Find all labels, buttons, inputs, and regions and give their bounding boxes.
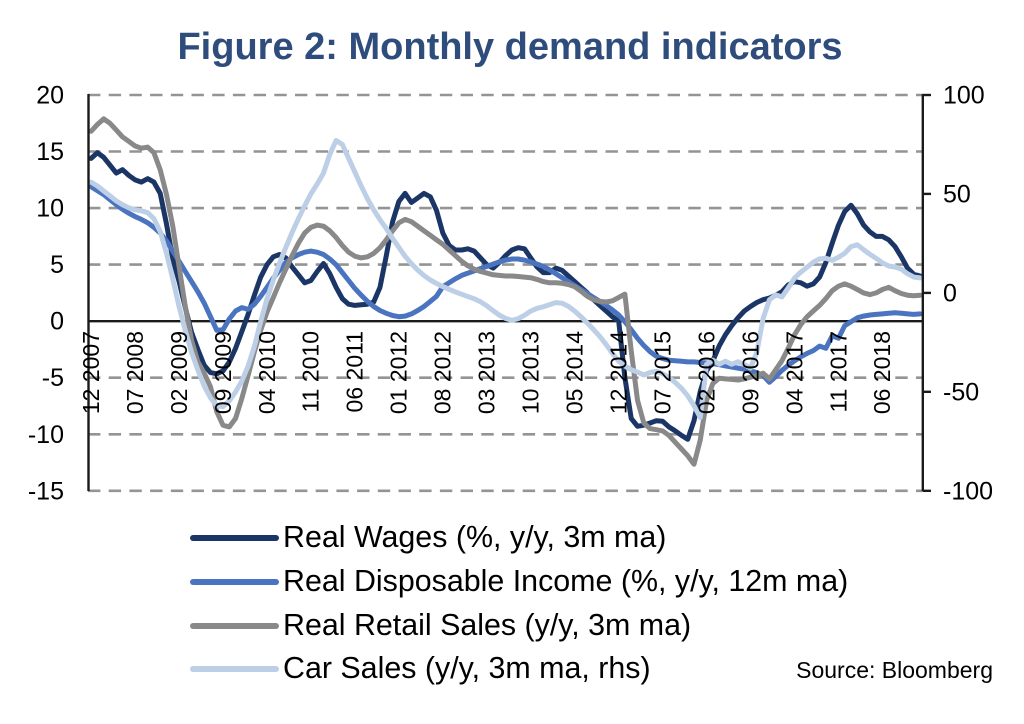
svg-text:Real Disposable Income (%, y/y: Real Disposable Income (%, y/y, 12m ma) xyxy=(283,564,848,598)
svg-text:09 2016: 09 2016 xyxy=(737,331,763,414)
svg-text:-5: -5 xyxy=(42,364,64,392)
svg-text:-100: -100 xyxy=(943,477,993,505)
svg-text:100: 100 xyxy=(943,82,985,110)
svg-text:08 2012: 08 2012 xyxy=(430,331,456,414)
svg-text:-15: -15 xyxy=(28,477,64,505)
svg-text:04 2017: 04 2017 xyxy=(781,331,807,414)
svg-text:5: 5 xyxy=(50,251,64,279)
svg-text:07 2015: 07 2015 xyxy=(649,331,675,414)
svg-text:02 2009: 02 2009 xyxy=(166,331,192,414)
svg-text:11 2017: 11 2017 xyxy=(825,331,851,412)
svg-text:Real Retail Sales (y/y, 3m ma): Real Retail Sales (y/y, 3m ma) xyxy=(283,608,691,642)
svg-text:-50: -50 xyxy=(943,378,979,406)
svg-text:20: 20 xyxy=(36,82,64,110)
svg-text:03 2013: 03 2013 xyxy=(474,331,500,414)
svg-text:Figure 2: Monthly demand indic: Figure 2: Monthly demand indicators xyxy=(177,26,842,68)
svg-text:Car Sales (y/y, 3m ma, rhs): Car Sales (y/y, 3m ma, rhs) xyxy=(283,651,651,685)
svg-text:04 2010: 04 2010 xyxy=(254,331,280,414)
svg-text:09 2009: 09 2009 xyxy=(210,331,236,414)
svg-text:02 2016: 02 2016 xyxy=(693,331,719,414)
svg-text:15: 15 xyxy=(36,138,64,166)
svg-text:-10: -10 xyxy=(28,421,64,449)
svg-text:05 2014: 05 2014 xyxy=(562,331,588,414)
svg-text:10: 10 xyxy=(36,195,64,223)
svg-text:12 2014: 12 2014 xyxy=(606,331,632,414)
svg-text:07 2008: 07 2008 xyxy=(122,331,148,414)
svg-text:06 2018: 06 2018 xyxy=(869,331,895,414)
svg-text:10 2013: 10 2013 xyxy=(518,331,544,414)
svg-text:Source: Bloomberg: Source: Bloomberg xyxy=(796,657,993,683)
svg-text:0: 0 xyxy=(50,308,64,336)
svg-text:06 2011: 06 2011 xyxy=(342,331,368,412)
svg-text:0: 0 xyxy=(943,279,957,307)
svg-text:11 2010: 11 2010 xyxy=(298,331,324,412)
svg-text:12 2007: 12 2007 xyxy=(78,331,104,414)
svg-text:01 2012: 01 2012 xyxy=(386,331,412,414)
svg-text:Real Wages (%, y/y, 3m ma): Real Wages (%, y/y, 3m ma) xyxy=(283,520,666,554)
svg-text:50: 50 xyxy=(943,180,971,208)
